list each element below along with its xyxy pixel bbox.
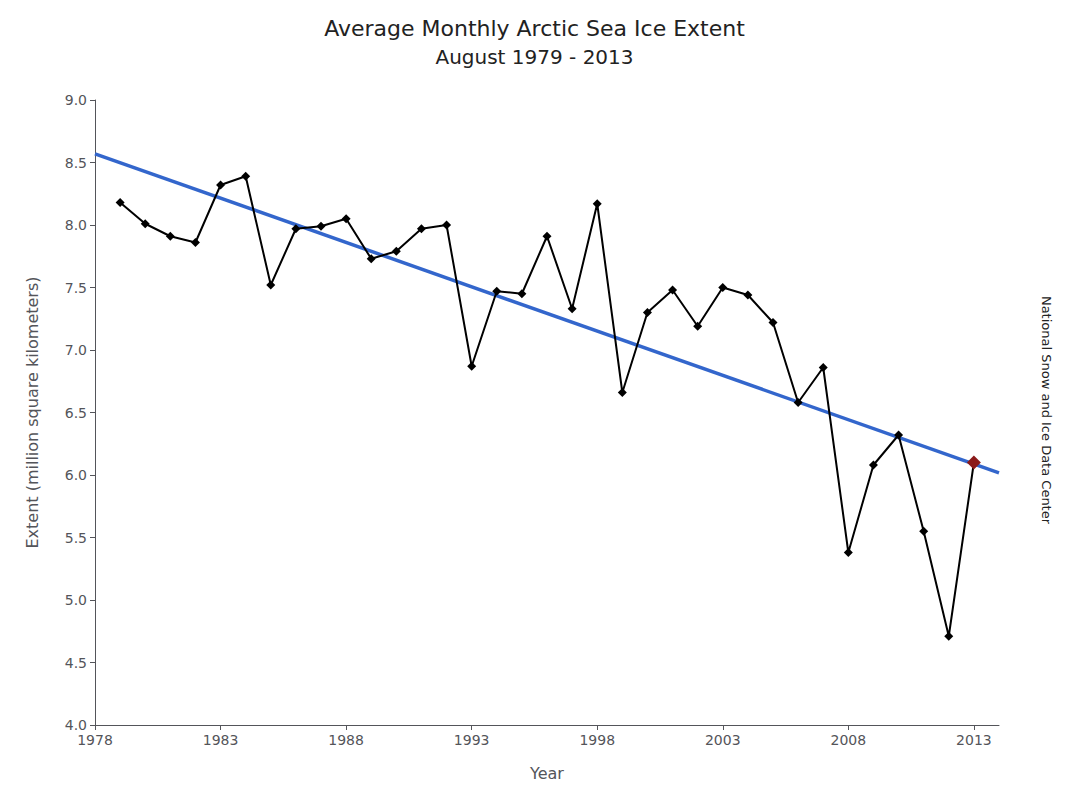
svg-text:Extent (million square kilomet: Extent (million square kilometers) <box>23 276 42 548</box>
svg-text:1978: 1978 <box>77 732 113 748</box>
svg-text:1988: 1988 <box>328 732 364 748</box>
svg-text:4.5: 4.5 <box>65 655 87 671</box>
svg-text:6.5: 6.5 <box>65 405 87 421</box>
svg-text:Year: Year <box>529 764 564 783</box>
svg-text:2013: 2013 <box>956 732 992 748</box>
svg-text:6.0: 6.0 <box>65 467 87 483</box>
svg-text:5.5: 5.5 <box>65 530 87 546</box>
svg-text:Average Monthly Arctic Sea Ice: Average Monthly Arctic Sea Ice Extent <box>324 16 745 41</box>
svg-text:7.5: 7.5 <box>65 280 87 296</box>
svg-text:9.0: 9.0 <box>65 92 87 108</box>
svg-text:August 1979 - 2013: August 1979 - 2013 <box>435 45 633 69</box>
svg-text:1983: 1983 <box>203 732 239 748</box>
svg-text:5.0: 5.0 <box>65 592 87 608</box>
svg-text:4.0: 4.0 <box>65 717 87 733</box>
svg-text:1993: 1993 <box>454 732 490 748</box>
svg-text:7.0: 7.0 <box>65 342 87 358</box>
svg-text:1998: 1998 <box>579 732 615 748</box>
svg-text:8.0: 8.0 <box>65 217 87 233</box>
svg-text:2003: 2003 <box>705 732 741 748</box>
svg-text:National Snow and Ice Data Cen: National Snow and Ice Data Center <box>1039 296 1054 525</box>
svg-text:2008: 2008 <box>831 732 867 748</box>
svg-text:8.5: 8.5 <box>65 155 87 171</box>
